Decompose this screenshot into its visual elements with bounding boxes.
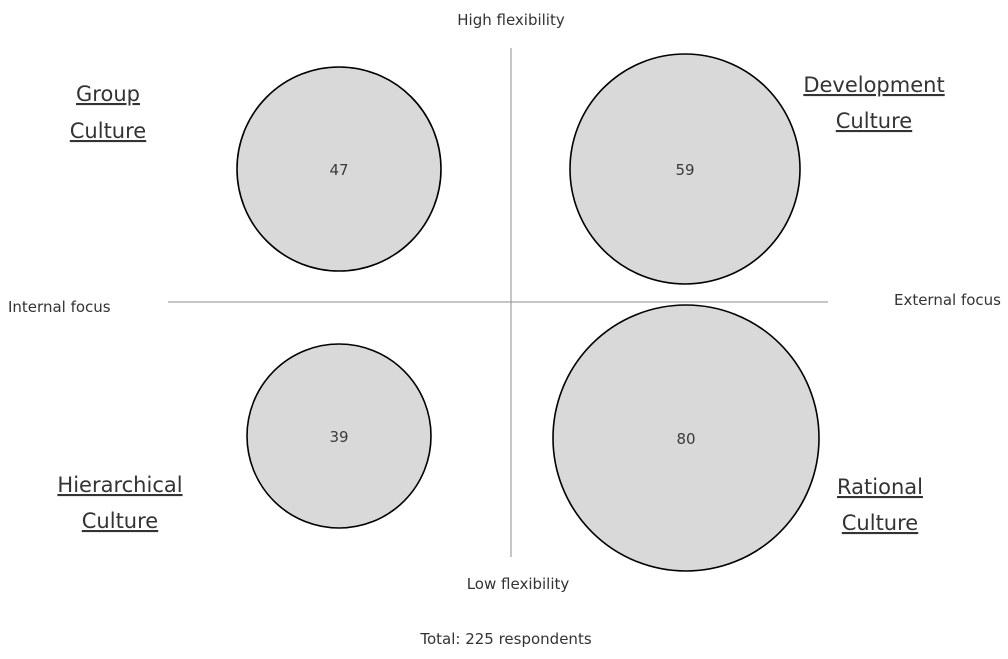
bubble-rational-culture bbox=[552, 304, 820, 572]
quadrant-title-development-line1: Development bbox=[803, 73, 944, 97]
axis-label-top: High flexibility bbox=[457, 11, 565, 29]
axis-label-left: Internal focus bbox=[8, 298, 111, 316]
bubble-development-culture bbox=[569, 53, 801, 285]
quadrant-title-hierarchical-line2: Culture bbox=[82, 509, 158, 533]
bubble-value-hierarchical-culture: 39 bbox=[329, 428, 348, 446]
bubble-group-culture bbox=[236, 66, 442, 272]
bubble-value-development-culture: 59 bbox=[675, 161, 694, 179]
axis-label-right: External focus bbox=[894, 291, 1001, 309]
bubble-value-group-culture: 47 bbox=[329, 161, 348, 179]
quadrant-title-development-line2: Culture bbox=[836, 109, 912, 133]
quadrant-title-group-line2: Culture bbox=[70, 119, 146, 143]
quadrant-title-group-line1: Group bbox=[76, 82, 140, 106]
total-respondents: Total: 225 respondents bbox=[419, 630, 591, 648]
bubble-value-rational-culture: 80 bbox=[676, 430, 695, 448]
axis-label-bottom: Low flexibility bbox=[467, 575, 570, 593]
quadrant-title-rational-line1: Rational bbox=[837, 475, 923, 499]
quadrant-title-hierarchical-line1: Hierarchical bbox=[57, 473, 182, 497]
bubble-hierarchical-culture bbox=[246, 343, 432, 529]
quadrant-title-rational-line2: Culture bbox=[842, 511, 918, 535]
